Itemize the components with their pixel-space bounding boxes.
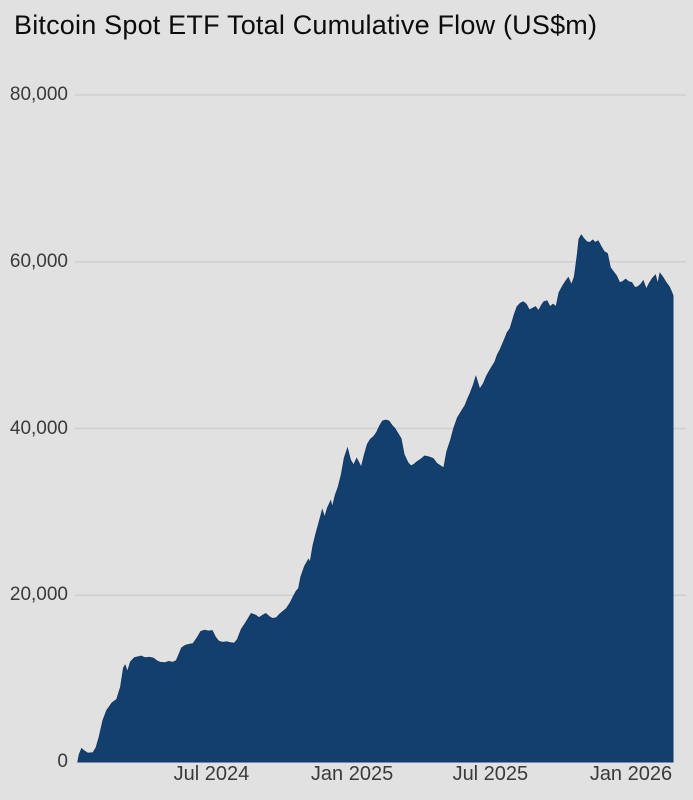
- y-tick-label-60000: 60,000: [9, 250, 68, 272]
- x-tick-label-jan-2025: Jan 2025: [310, 763, 394, 785]
- y-tick-label-0: 0: [57, 751, 68, 772]
- x-tick-label-jul-2025: Jul 2025: [452, 763, 529, 785]
- y-tick-label-20000: 20,000: [9, 584, 68, 606]
- chart-title: Bitcoin Spot ETF Total Cumulative Flow (…: [14, 10, 598, 40]
- x-tick-label-jul-2024: Jul 2024: [173, 763, 250, 785]
- x-tick-label-jan-2026: Jan 2026: [589, 763, 673, 785]
- y-tick-label-40000: 40,000: [9, 417, 68, 439]
- cumulative-flow-area: [77, 234, 674, 763]
- y-tick-label-80000: 80,000: [9, 84, 68, 105]
